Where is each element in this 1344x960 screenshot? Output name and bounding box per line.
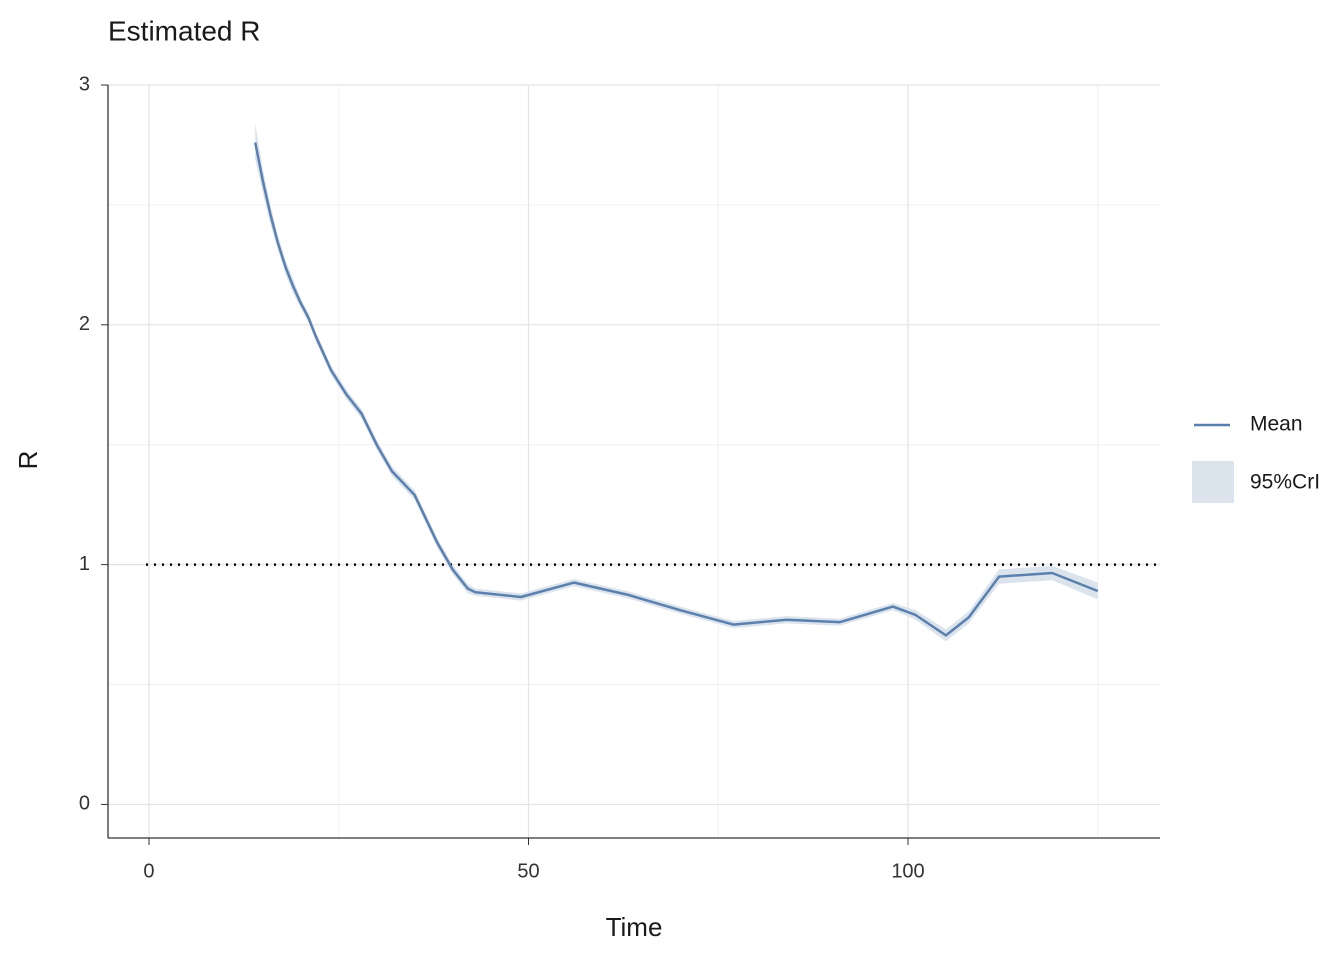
x-axis-label: Time xyxy=(606,912,663,942)
y-tick-label: 0 xyxy=(79,793,90,815)
x-tick-label: 50 xyxy=(517,860,539,882)
legend-label: 95%CrI xyxy=(1250,471,1320,494)
y-tick-label: 1 xyxy=(79,553,90,575)
line xyxy=(254,142,1099,637)
y-axis-label: R xyxy=(13,451,43,470)
x-tick-label: 0 xyxy=(143,860,154,882)
y-tick-label: 3 xyxy=(79,73,90,95)
legend-swatch xyxy=(1192,461,1234,503)
chart-title: Estimated R xyxy=(108,15,261,46)
legend-label: Mean xyxy=(1250,413,1303,436)
x-tick-label: 100 xyxy=(891,860,924,882)
y-tick-label: 2 xyxy=(79,313,90,335)
